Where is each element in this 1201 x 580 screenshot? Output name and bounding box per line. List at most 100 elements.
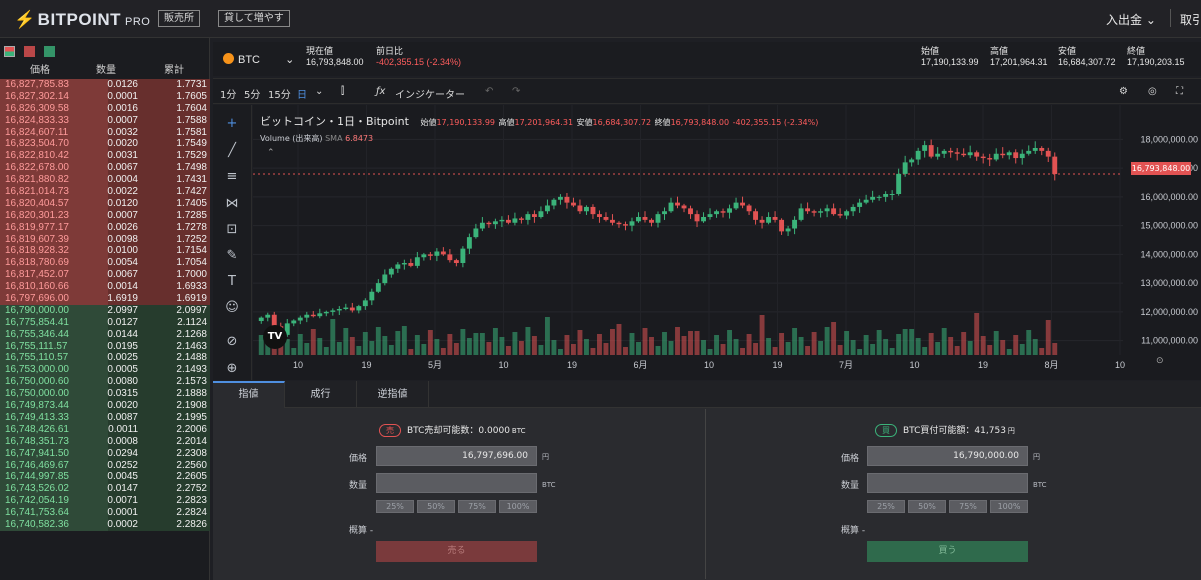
nav-exchange-button[interactable]: 販売所 xyxy=(158,10,200,27)
settings-icon[interactable]: ⚙ xyxy=(1119,86,1128,97)
ask-row[interactable]: 16,827,302.14 0.0001 1.7605 xyxy=(0,90,210,103)
ask-row[interactable]: 16,797,696.00 1.6919 1.6919 xyxy=(0,293,210,305)
tf-day[interactable]: 日 xyxy=(297,90,307,101)
orderbook-both-view-icon[interactable] xyxy=(4,46,15,57)
bid-row[interactable]: 16,775,854.41 0.0127 2.1124 xyxy=(0,316,210,329)
row-total: 1.7285 xyxy=(176,209,207,221)
tf-15min[interactable]: 15分 xyxy=(268,90,291,101)
horizontal-lines-icon[interactable]: ≡ xyxy=(226,169,238,184)
orderbook-asks-view-icon[interactable] xyxy=(24,46,36,57)
bitpoint-logo[interactable]: ⚡ BITPOINT PRO xyxy=(14,10,151,29)
buy-price-field[interactable]: 16,790,000.00 xyxy=(867,446,1028,466)
price-chart[interactable]: 18,000,000.0017,000,000.0016,000,000.001… xyxy=(253,105,1201,380)
ask-row[interactable]: 16,820,404.57 0.0120 1.7405 xyxy=(0,197,210,210)
tf-1min[interactable]: 1分 xyxy=(220,90,237,101)
ask-row[interactable]: 16,827,785.83 0.0126 1.7731 xyxy=(0,79,210,91)
fullscreen-icon[interactable]: ⛶ xyxy=(1176,86,1183,97)
tf-5min[interactable]: 5分 xyxy=(244,90,261,101)
ask-row[interactable]: 16,817,452.07 0.0067 1.7000 xyxy=(0,269,210,282)
measure-icon[interactable]: ⊡ xyxy=(226,222,238,237)
volume-bar xyxy=(538,345,544,355)
bid-row[interactable]: 16,744,997.85 0.0045 2.2605 xyxy=(0,471,210,484)
candle-body xyxy=(746,205,752,212)
brush-icon[interactable]: ✎ xyxy=(226,248,238,263)
deposit-withdraw-menu[interactable]: 入出金 ⌄ xyxy=(1106,13,1156,27)
text-icon[interactable]: T xyxy=(228,274,236,289)
candle-body xyxy=(688,208,693,215)
bid-row[interactable]: 16,750,000.60 0.0080 2.1573 xyxy=(0,376,210,389)
buy-pct-25[interactable]: 25% xyxy=(867,500,905,513)
candle-body xyxy=(505,219,511,223)
redo-icon[interactable]: ↷ xyxy=(512,86,521,97)
orderbook-bids-view-icon[interactable] xyxy=(44,46,56,57)
zoom-icon[interactable]: ⊕ xyxy=(226,361,238,376)
ask-row[interactable]: 16,824,833.33 0.0007 1.7588 xyxy=(0,114,210,127)
bid-row[interactable]: 16,753,000.00 0.0005 2.1493 xyxy=(0,364,210,377)
ask-row[interactable]: 16,821,880.82 0.0004 1.7431 xyxy=(0,174,210,187)
bid-row[interactable]: 16,747,941.50 0.0294 2.2308 xyxy=(0,447,210,460)
buy-qty-field[interactable] xyxy=(867,473,1028,493)
trade-menu[interactable]: 取引 xyxy=(1180,13,1201,27)
pattern-icon[interactable]: ⋈ xyxy=(225,196,239,211)
time-settings-icon[interactable]: ⊙ xyxy=(1156,356,1164,366)
ask-row[interactable]: 16,818,928.32 0.0100 1.7154 xyxy=(0,245,210,258)
candle-type-icon[interactable]: ⫿ xyxy=(341,86,345,97)
trendline-icon[interactable]: ╱ xyxy=(228,143,236,158)
sell-pct-50[interactable]: 50% xyxy=(417,500,455,513)
ruler-icon[interactable]: ⊘ xyxy=(226,334,238,349)
bid-row[interactable]: 16,748,426.61 0.0011 2.2006 xyxy=(0,423,210,436)
sell-price-field[interactable]: 16,797,696.00 xyxy=(376,446,537,466)
chart-svg[interactable]: 18,000,000.0017,000,000.0016,000,000.001… xyxy=(253,105,1201,380)
smile-icon[interactable]: ☺ xyxy=(225,300,239,315)
tab-market[interactable]: 成行 xyxy=(285,381,357,408)
ask-row[interactable]: 16,822,810.42 0.0031 1.7529 xyxy=(0,150,210,163)
bid-row[interactable]: 16,750,000.00 0.0315 2.1888 xyxy=(0,388,210,401)
sell-qty-field[interactable] xyxy=(376,473,537,493)
sell-button[interactable]: 売る xyxy=(376,541,537,562)
sell-pct-75[interactable]: 75% xyxy=(458,500,496,513)
ask-row[interactable]: 16,819,607.39 0.0098 1.7252 xyxy=(0,233,210,246)
ask-row[interactable]: 16,819,977.17 0.0026 1.7278 xyxy=(0,221,210,234)
volume-bar xyxy=(603,343,609,355)
bid-row[interactable]: 16,749,873.44 0.0020 2.1908 xyxy=(0,400,210,412)
bid-row[interactable]: 16,755,110.57 0.0025 2.1488 xyxy=(0,352,210,365)
ask-row[interactable]: 16,821,014.73 0.0022 1.7427 xyxy=(0,186,210,198)
buy-button[interactable]: 買う xyxy=(867,541,1028,562)
undo-icon[interactable]: ↶ xyxy=(485,86,494,97)
bid-row[interactable]: 16,743,526.02 0.0147 2.2752 xyxy=(0,483,210,496)
row-qty: 0.0294 xyxy=(107,447,138,459)
buy-pct-50[interactable]: 50% xyxy=(908,500,946,513)
sell-pct-100[interactable]: 100% xyxy=(499,500,537,513)
bid-row[interactable]: 16,755,111.57 0.0195 2.1463 xyxy=(0,340,210,353)
bid-row[interactable]: 16,741,753.64 0.0001 2.2824 xyxy=(0,507,210,519)
bid-row[interactable]: 16,742,054.19 0.0071 2.2823 xyxy=(0,495,210,508)
row-shade xyxy=(108,400,210,412)
bid-row[interactable]: 16,790,000.00 2.0997 2.0997 xyxy=(0,304,210,317)
bid-row[interactable]: 16,749,413.33 0.0087 2.1995 xyxy=(0,411,210,424)
tab-limit[interactable]: 指値 xyxy=(213,381,285,408)
pair-selector[interactable]: BTC ⌄ xyxy=(223,53,294,66)
tab-stop[interactable]: 逆指値 xyxy=(357,381,429,408)
bid-row[interactable]: 16,755,346.44 0.0144 2.1268 xyxy=(0,328,210,341)
function-icon[interactable]: ƒx xyxy=(376,86,386,97)
nav-lending-button[interactable]: 貸して増やす xyxy=(218,10,290,27)
crosshair-icon[interactable]: + xyxy=(226,116,238,131)
indicator-button[interactable]: インジケーター xyxy=(395,90,465,101)
sell-pct-25[interactable]: 25% xyxy=(376,500,414,513)
collapse-legend-icon[interactable]: ⌃ xyxy=(267,148,275,158)
ask-row[interactable]: 16,820,301.23 0.0007 1.7285 xyxy=(0,209,210,222)
chevron-down-icon[interactable]: ⌄ xyxy=(315,86,324,97)
ask-row[interactable]: 16,824,607.11 0.0032 1.7581 xyxy=(0,126,210,139)
ask-row[interactable]: 16,818,780.69 0.0054 1.7054 xyxy=(0,257,210,270)
bid-row[interactable]: 16,746,469.67 0.0252 2.2560 xyxy=(0,459,210,472)
buy-pct-100[interactable]: 100% xyxy=(990,500,1028,513)
ask-row[interactable]: 16,823,504.70 0.0020 1.7549 xyxy=(0,138,210,151)
candle-body xyxy=(323,311,329,314)
ask-row[interactable]: 16,822,678.00 0.0067 1.7498 xyxy=(0,162,210,175)
bid-row[interactable]: 16,748,351.73 0.0008 2.2014 xyxy=(0,435,210,448)
ask-row[interactable]: 16,826,309.58 0.0016 1.7604 xyxy=(0,102,210,115)
camera-icon[interactable]: ◎ xyxy=(1148,86,1157,97)
buy-pct-75[interactable]: 75% xyxy=(949,500,987,513)
bid-row[interactable]: 16,740,582.36 0.0002 2.2826 xyxy=(0,518,210,531)
ask-row[interactable]: 16,810,160.66 0.0014 1.6933 xyxy=(0,281,210,294)
